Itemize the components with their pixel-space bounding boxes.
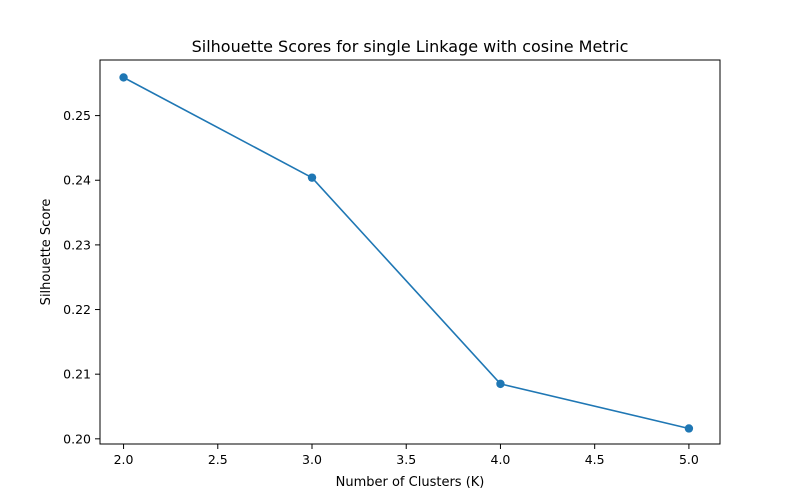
x-axis-label: Number of Clusters (K) (336, 475, 485, 490)
x-tick-label: 5.0 (679, 452, 699, 467)
y-tick-label: 0.21 (63, 367, 91, 382)
x-tick-label: 2.5 (208, 452, 228, 467)
x-axis: 2.0 2.5 3.0 3.5 4.0 4.5 5.0 (114, 444, 699, 467)
x-tick-label: 4.0 (491, 452, 511, 467)
data-point (684, 424, 694, 433)
x-tick-label: 4.5 (585, 452, 605, 467)
series-line (122, 76, 690, 430)
data-point (496, 379, 505, 389)
y-tick-label: 0.24 (63, 173, 91, 188)
series-layer (119, 73, 694, 433)
data-point (119, 73, 128, 82)
y-axis: 0.20 0.21 0.22 0.23 0.24 0.25 (63, 108, 100, 446)
x-tick-label: 2.0 (114, 452, 134, 467)
y-tick-label: 0.22 (63, 302, 91, 317)
y-tick-label: 0.20 (63, 431, 91, 446)
y-axis-label: Silhouette Score (39, 199, 54, 306)
x-tick-label: 3.0 (302, 452, 322, 467)
x-tick-label: 3.5 (396, 452, 416, 467)
y-tick-label: 0.23 (63, 237, 91, 252)
plot-frame (99, 59, 721, 445)
data-point (307, 173, 317, 182)
y-tick-label: 0.25 (63, 108, 91, 123)
chart-title: Silhouette Scores for single Linkage wit… (192, 37, 629, 56)
